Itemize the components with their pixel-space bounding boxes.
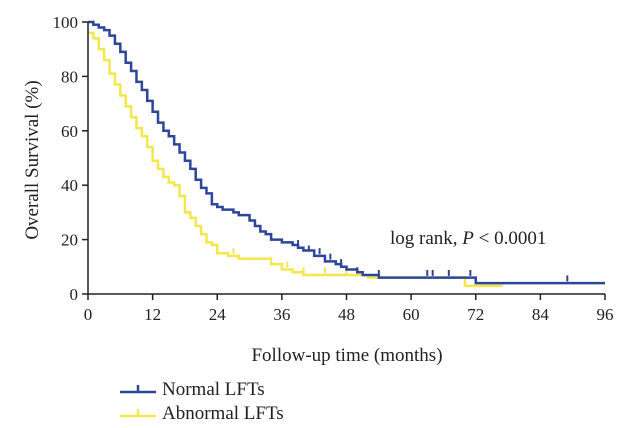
- log-rank-annotation: log rank, P < 0.0001: [390, 228, 546, 249]
- x-tick-label: 60: [403, 305, 420, 324]
- legend-label-abnormal: Abnormal LFTs: [162, 403, 284, 424]
- y-tick-label: 20: [61, 231, 78, 250]
- legend: Normal LFTs Abnormal LFTs: [118, 378, 284, 426]
- y-tick-label: 60: [61, 122, 78, 141]
- y-tick-label: 40: [61, 176, 78, 195]
- x-axis-label: Follow-up time (months): [251, 345, 442, 366]
- legend-item-abnormal: Abnormal LFTs: [118, 402, 284, 426]
- legend-swatch-abnormal: [120, 409, 156, 418]
- x-tick-label: 48: [338, 305, 355, 324]
- y-tick-label: 80: [61, 67, 78, 86]
- x-tick-label: 0: [84, 305, 93, 324]
- legend-swatch-normal: [120, 385, 156, 394]
- y-tick-label: 0: [70, 285, 79, 304]
- y-tick-label: 100: [53, 13, 79, 32]
- x-tick-label: 72: [467, 305, 484, 324]
- x-tick-label: 12: [144, 305, 161, 324]
- x-tick-label: 96: [597, 305, 614, 324]
- legend-item-normal: Normal LFTs: [118, 378, 284, 402]
- y-axis-label: Overall Survival (%): [22, 80, 43, 239]
- x-tick-label: 36: [273, 305, 290, 324]
- series-line-abnormal: [88, 31, 503, 288]
- x-tick-label: 84: [532, 305, 550, 324]
- series-line-normal: [88, 20, 605, 285]
- survival-chart: 0 12 24 36 48 60 72 84 96 0 20 40 60 80 100 Overall Su…: [22, 13, 614, 366]
- legend-label-normal: Normal LFTs: [162, 379, 265, 400]
- x-tick-label: 24: [209, 305, 227, 324]
